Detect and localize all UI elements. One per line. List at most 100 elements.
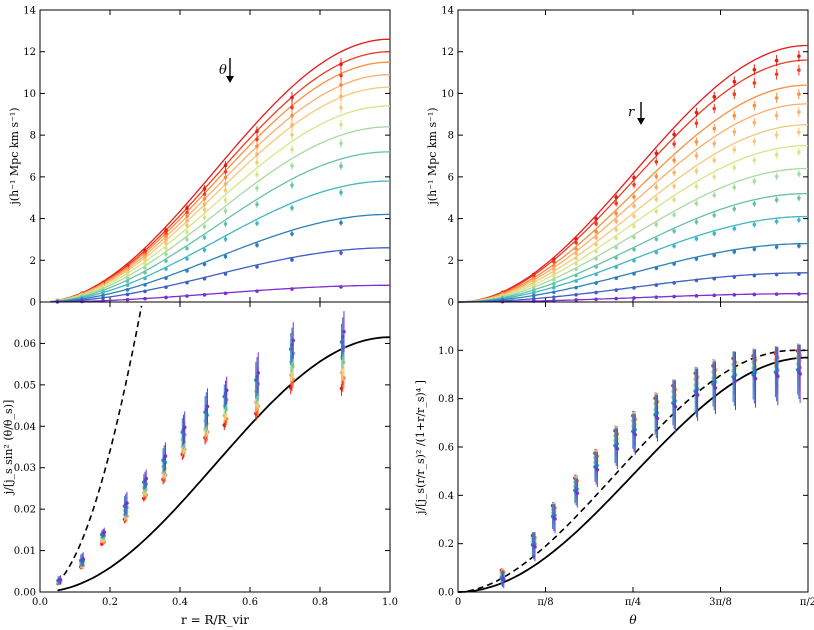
data-point xyxy=(182,425,187,430)
curve xyxy=(50,61,391,303)
ylabel-bottom-right: j/[j_s(r/r_s)² /(1+r/r_s)⁴ ] xyxy=(414,380,427,516)
data-point xyxy=(732,113,737,118)
curve xyxy=(458,124,809,303)
data-point xyxy=(185,280,189,285)
data-point xyxy=(694,110,699,115)
data-point xyxy=(798,372,802,376)
curve xyxy=(458,167,808,303)
data-point xyxy=(797,272,801,276)
data-point xyxy=(125,270,130,274)
model-curve-solid xyxy=(457,356,808,593)
data-point xyxy=(632,247,636,252)
data-point xyxy=(654,250,659,255)
data-point xyxy=(255,186,259,190)
data-point xyxy=(223,198,228,202)
ytick-label: 1.0 xyxy=(438,346,454,357)
data-point xyxy=(125,279,130,283)
data-point xyxy=(694,237,699,241)
data-point xyxy=(712,276,717,281)
data-point xyxy=(614,236,618,240)
data-point xyxy=(342,329,346,334)
data-point xyxy=(774,72,779,77)
data-point xyxy=(223,222,228,226)
data-point xyxy=(732,250,737,254)
data-point xyxy=(712,231,717,236)
data-point xyxy=(58,578,63,582)
data-point xyxy=(797,196,801,200)
data-point xyxy=(255,289,259,293)
data-point xyxy=(290,206,294,210)
data-point xyxy=(654,295,659,299)
curve xyxy=(50,213,390,303)
data-point xyxy=(752,222,757,227)
data-point xyxy=(614,255,618,260)
data-point xyxy=(202,248,207,252)
data-point xyxy=(143,276,147,281)
data-point xyxy=(797,244,801,248)
curve xyxy=(50,38,391,303)
data-point xyxy=(694,278,699,283)
data-point xyxy=(672,281,676,285)
data-point xyxy=(574,237,578,241)
data-point xyxy=(575,491,580,495)
data-point xyxy=(712,293,717,298)
data-point xyxy=(202,224,207,229)
xtick-label: 0 xyxy=(455,597,461,608)
data-point xyxy=(672,170,676,175)
data-point xyxy=(774,292,779,296)
data-point xyxy=(694,294,699,298)
data-point xyxy=(632,175,636,180)
data-point xyxy=(164,285,168,290)
data-point xyxy=(339,94,343,99)
data-point xyxy=(672,142,676,146)
r-annotation: r xyxy=(628,105,635,120)
ylabel-top-right: j(h⁻¹ Mpc km s⁻¹) xyxy=(426,107,439,206)
data-point xyxy=(185,206,189,211)
data-point xyxy=(574,285,578,290)
data-point xyxy=(574,240,578,245)
ytick-label: 6 xyxy=(30,172,36,183)
data-point xyxy=(125,272,130,277)
data-point xyxy=(125,501,129,505)
data-point xyxy=(202,192,207,197)
data-point xyxy=(732,147,737,152)
r-arrow-head xyxy=(637,118,645,125)
data-point xyxy=(291,338,296,343)
curve xyxy=(458,192,809,303)
data-point xyxy=(339,220,343,225)
data-point xyxy=(654,151,659,156)
data-point xyxy=(290,123,294,127)
ytick-label: 8 xyxy=(448,131,454,142)
data-point xyxy=(633,432,638,437)
data-point xyxy=(552,282,556,286)
data-point xyxy=(614,288,618,292)
data-point xyxy=(654,197,659,202)
ytick-label: 6 xyxy=(448,172,454,183)
panel-top-left: 0 2 4 6 8 10 12 14 j(h⁻¹ Mpc km s⁻¹) θ xyxy=(8,6,391,309)
ytick-label: 0.06 xyxy=(14,339,36,350)
data-point xyxy=(185,223,189,228)
data-point xyxy=(339,122,343,127)
data-point xyxy=(632,195,636,199)
data-point xyxy=(290,113,294,118)
data-point xyxy=(339,73,343,78)
data-point xyxy=(672,229,676,233)
data-point xyxy=(654,209,659,214)
data-point xyxy=(185,257,189,261)
data-point xyxy=(672,294,676,299)
data-point xyxy=(614,201,618,206)
data-point xyxy=(290,95,294,100)
data-point xyxy=(164,259,168,263)
data-point xyxy=(774,198,779,202)
data-point xyxy=(185,230,189,234)
xtick-label: π/8 xyxy=(537,597,553,608)
data-point xyxy=(694,153,699,158)
curve xyxy=(50,126,390,303)
data-point xyxy=(752,120,757,125)
data-point xyxy=(797,92,801,96)
data-point xyxy=(164,276,168,280)
data-point xyxy=(774,219,779,224)
data-point xyxy=(143,283,147,287)
data-point xyxy=(594,256,598,261)
